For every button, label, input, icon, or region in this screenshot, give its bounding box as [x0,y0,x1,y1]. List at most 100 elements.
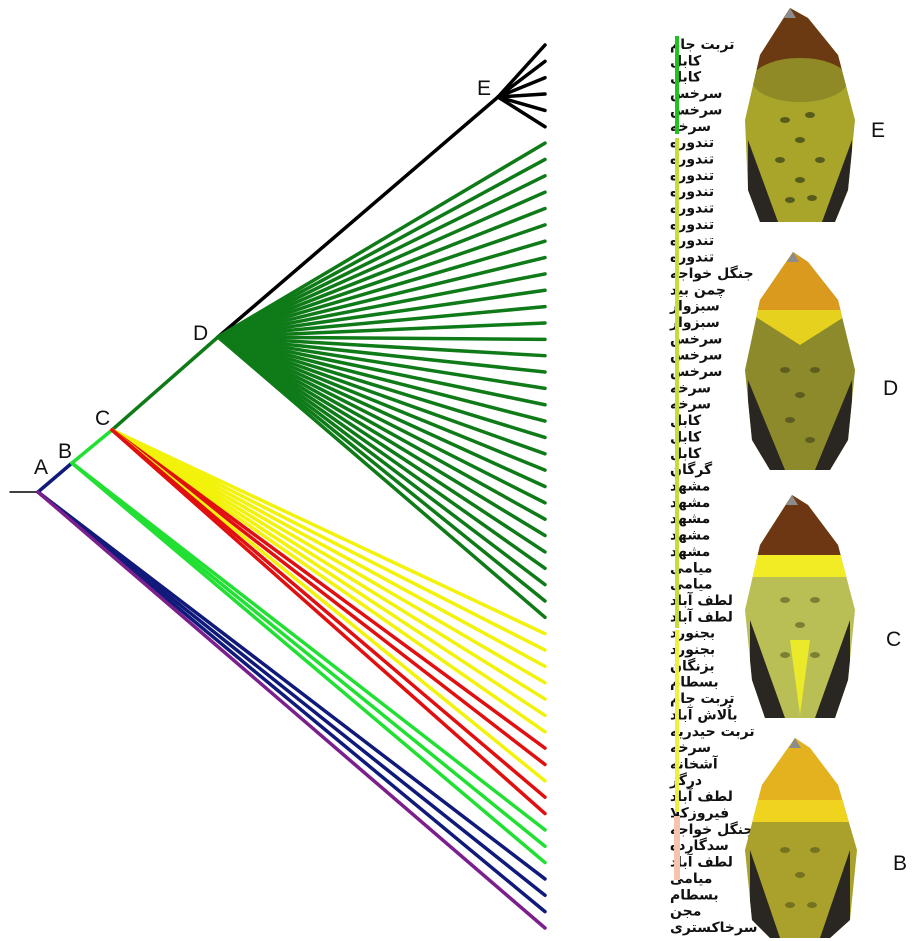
leaf-branch [36,490,547,930]
leaf-label: سرخس [670,331,722,347]
leaf-branch [216,335,547,423]
node-label-b: B [58,440,72,463]
leaf-branch [216,335,547,374]
leaf-branch [216,335,547,554]
leaf-branch [216,335,547,587]
leaf-branch [496,92,547,99]
leaf-branch [110,428,547,669]
leaf-branch [110,428,547,636]
leaf-label: تندوره [670,151,714,167]
leaf-branch [110,428,547,783]
leaf-branch [216,335,547,538]
leaf-label: تربت جام [670,691,735,707]
node-label-a: A [34,456,48,479]
leaf-branch [216,335,547,603]
leaf-branch [216,223,547,339]
leaf-label: لطف آباد [670,853,733,871]
leaf-label: تندوره [670,233,714,249]
leaf-branch [70,461,547,848]
leaf-label: تندوره [670,201,714,217]
leaf-label: سرخس [670,86,722,102]
leaf-branch [216,335,547,472]
leaf-label: بسطام [670,887,719,903]
leaf-branch [216,335,547,358]
leaf-branch [216,335,547,521]
node-label-d: D [193,322,208,345]
leaf-label: میامی [670,560,712,576]
leaf-label: تندوره [670,184,714,200]
leaf-label: کابل [670,429,702,445]
leaf-branch [36,490,547,914]
leaf-branch [70,461,547,865]
leaf-label: مشهد [670,495,710,511]
leaf-branch [110,428,547,816]
leaf-branch [216,288,547,339]
leaf-branch [110,428,547,701]
bird-illustration-e [745,8,855,222]
branch-c-d [110,335,220,432]
leaf-branch [110,428,547,734]
leaf-branch [496,59,547,99]
bird-tag-c: C [886,628,901,651]
branch-b-c [70,428,114,465]
leaf-branch [110,428,547,750]
tree-branches [9,43,547,930]
leaf-label: آشخانه [670,754,719,772]
leaf-branch [216,272,547,339]
bird-tag-b: B [893,852,907,875]
leaf-branch [36,490,547,898]
leaf-branch [216,239,547,339]
leaf-label: بجنورد [670,626,715,642]
leaf-label: کابل [670,446,702,462]
leaf-label: جنگل خواجه [670,265,754,282]
leaf-branch [496,43,547,99]
leaf-label: لطف آباد [670,787,733,805]
leaf-label: چمن بید [670,282,726,298]
leaf-label: گرگان [670,461,713,478]
leaf-branch [216,255,547,339]
leaf-label: لطف آباد [670,591,733,609]
leaf-branch [496,95,547,113]
leaf-label: تندوره [670,168,714,184]
leaf-label: بجنورد [670,642,715,658]
leaf-branch [216,335,547,505]
bird-tag-e: E [871,119,885,142]
leaf-branch [496,95,547,129]
leaf-branch [110,428,547,652]
leaf-branch [70,461,547,832]
leaf-label: سرخه [670,380,711,396]
leaf-branch [110,428,547,767]
leaf-label: سرخس [670,102,722,118]
leaf-label: مشهد [670,479,710,495]
leaf-branch [36,490,547,881]
leaf-label: سرخه [670,740,711,756]
leaf-branch [216,335,547,342]
leaf-branch [216,335,547,571]
leaf-label: فیروزکلا [670,806,729,822]
leaf-branch [216,304,547,339]
leaf-label: سرخه [670,397,711,413]
leaf-label: مشهد [670,511,710,527]
leaf-branch [216,335,547,489]
leaf-label: مشهد [670,544,710,560]
leaf-label: تربت حیدریه [670,724,755,740]
leaf-label: درگز [669,772,702,789]
leaf-label: سبزوار [669,299,720,315]
leaf-label: باُلاش آباد [670,704,738,723]
leaf-label: میامی [670,577,712,593]
leaf-label: تندوره [670,217,714,233]
leaf-branch [216,335,547,407]
leaf-label: بسطام [670,675,719,691]
leaf-label: سدگارده [670,837,729,854]
bird-illustration-d [745,252,855,470]
leaf-branch [110,428,547,799]
leaf-label: لطف آباد [670,607,733,625]
leaf-label: تندوره [670,135,714,151]
leaf-branch [216,321,547,339]
node-label-c: C [95,407,110,430]
leaf-label: سرخس [670,364,722,380]
leaf-label: بزنگان [670,657,715,674]
bird-illustration-c [745,495,855,718]
leaf-branch [496,75,547,99]
